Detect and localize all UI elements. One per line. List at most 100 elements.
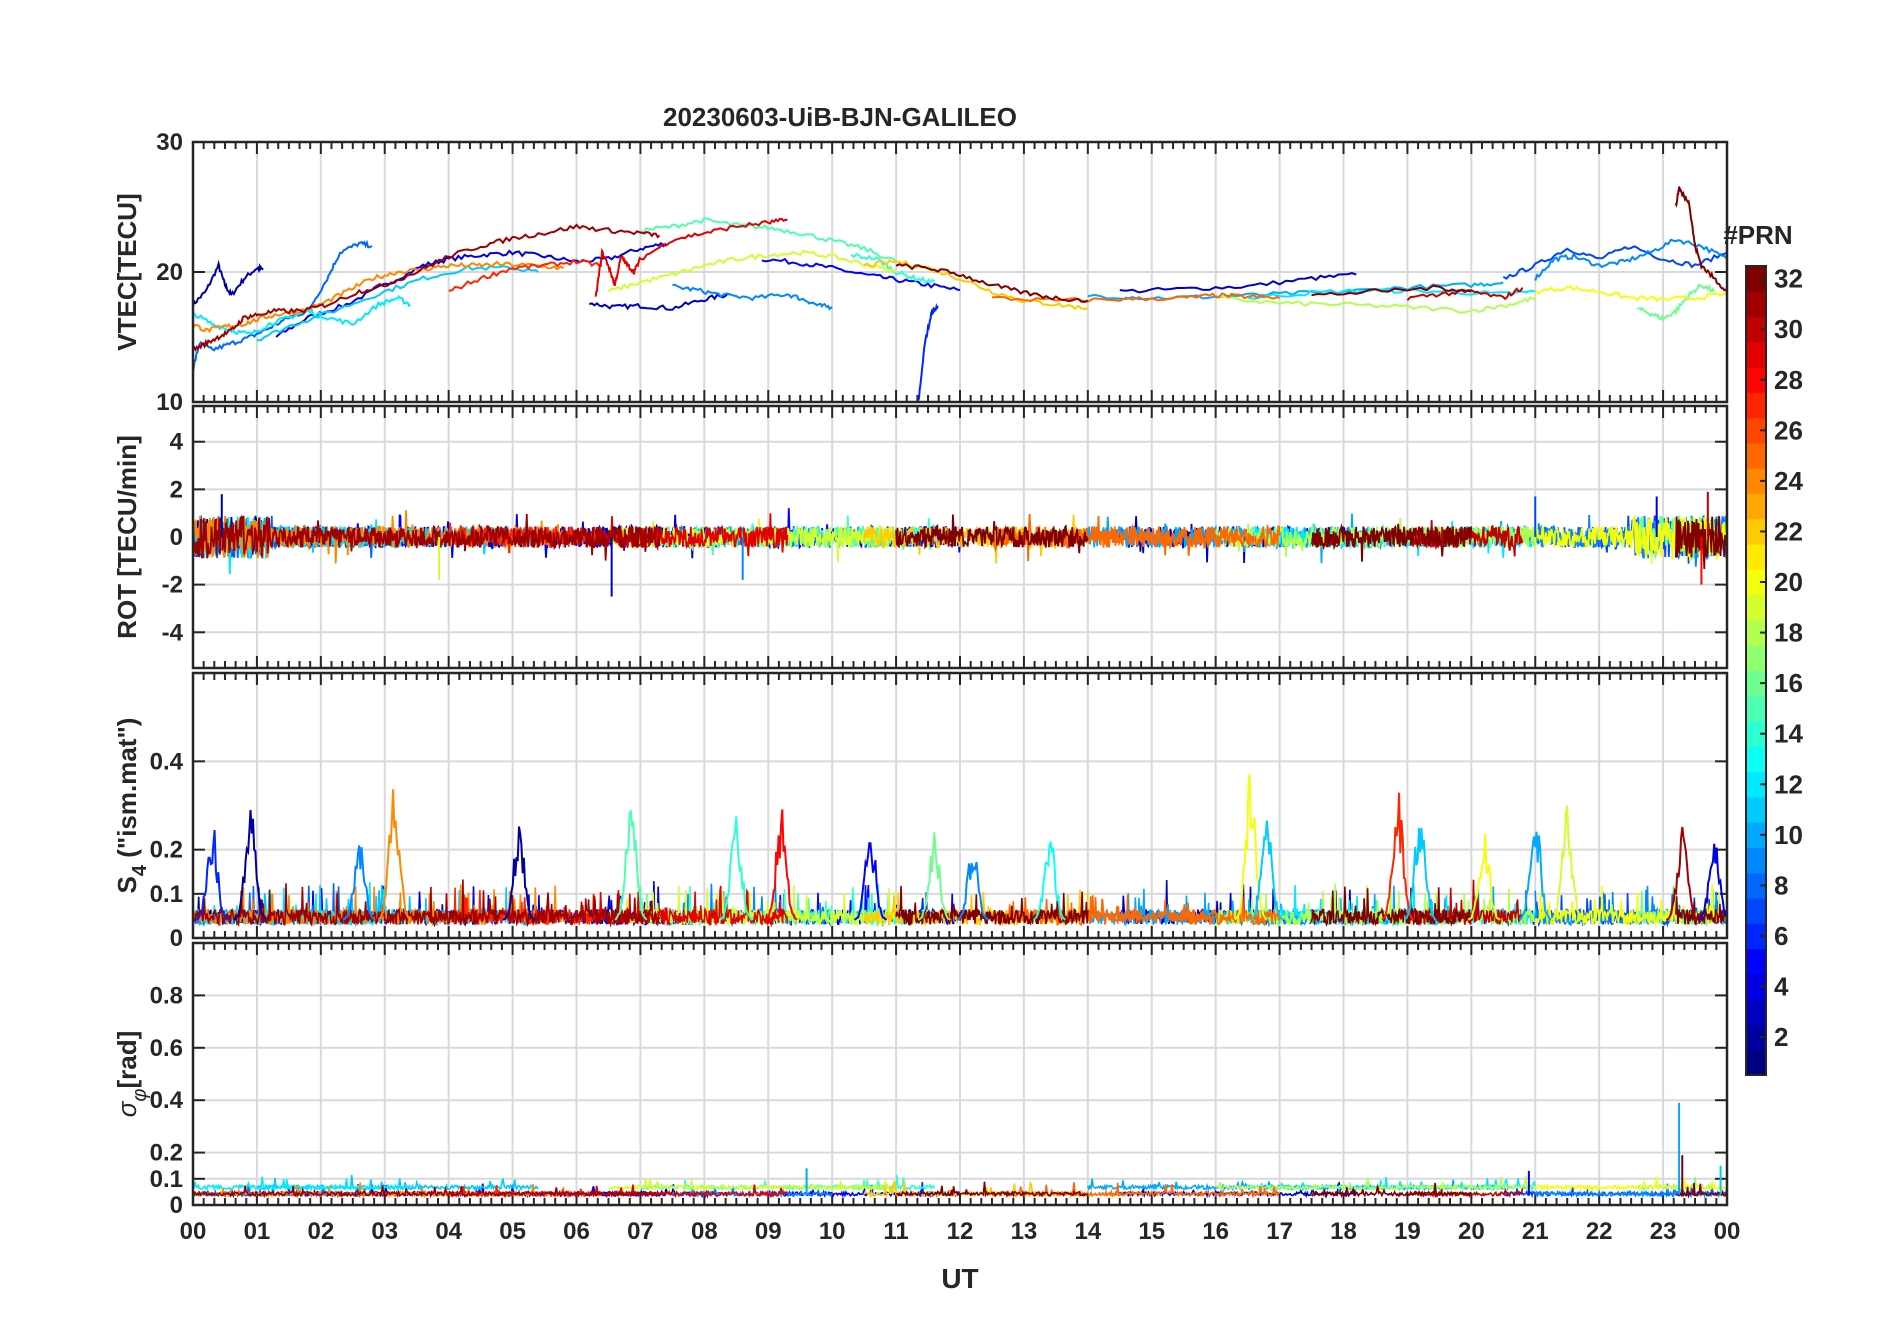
chart-title: 20230603-UiB-BJN-GALILEO	[663, 102, 1017, 132]
s4-burst-prn-2	[502, 826, 536, 921]
sigma-series-prn-31	[193, 1185, 660, 1199]
s4-series-prn-32	[1310, 886, 1472, 928]
colorbar-border	[1745, 265, 1767, 1076]
colorbar-tick-label: 10	[1774, 820, 1803, 850]
s4-series-prn-29	[640, 885, 789, 928]
rot-series-prn-32	[895, 514, 1089, 554]
s4-burst-prn-28	[764, 809, 798, 921]
vtec-series-prn-11	[256, 264, 539, 342]
colorbar-band	[1746, 291, 1766, 318]
x-tick-label: 13	[1011, 1218, 1038, 1245]
y-tick-label: 0	[170, 1192, 183, 1219]
colorbar-band	[1746, 266, 1766, 292]
colorbar-band	[1746, 594, 1766, 621]
vtec-series-prn-7	[1502, 245, 1727, 280]
x-tick-label: 19	[1394, 1218, 1421, 1245]
colorbar-tick-label: 2	[1774, 1022, 1788, 1052]
x-tick-label: 09	[755, 1218, 782, 1245]
rot-series-prn-31	[193, 513, 661, 561]
colorbar-tick-label: 24	[1774, 466, 1803, 496]
y-tick-label: 10	[156, 389, 183, 416]
colorbar-tick-label: 20	[1774, 567, 1803, 597]
x-tick-label: 04	[435, 1218, 462, 1245]
colorbar-band	[1746, 367, 1766, 393]
sigma-series-prn-11	[256, 1175, 539, 1192]
x-tick-label: 18	[1330, 1218, 1357, 1245]
sigma-series-prn-19	[608, 1178, 897, 1192]
y-tick-label: 0.2	[150, 837, 183, 864]
panel-border	[191, 404, 1729, 670]
vtec-series-prn-29	[640, 217, 788, 261]
colorbar-band	[1746, 695, 1766, 722]
x-tick-label: 16	[1202, 1218, 1229, 1245]
x-tick-label: 07	[627, 1218, 654, 1245]
s4-burst-prn-20	[1234, 774, 1268, 921]
s4-burst-prn-14	[719, 816, 753, 921]
y-tick-label: 0.1	[150, 1166, 183, 1193]
x-tick-label: 21	[1522, 1218, 1549, 1245]
vtec-series-prn-14	[850, 252, 936, 284]
s4-series-group	[193, 774, 1727, 928]
vtec-series-prn-31	[193, 223, 661, 352]
sigma-series-prn-18	[1215, 1176, 1537, 1192]
colorbar-band	[1746, 341, 1766, 368]
rot-series-prn-32	[1310, 523, 1473, 562]
colorbar-band	[1746, 417, 1766, 444]
colorbar-band	[1746, 847, 1766, 874]
colorbar-tick-label: 32	[1774, 264, 1803, 294]
x-axis-label: UT	[941, 1263, 978, 1294]
colorbar-band	[1746, 973, 1766, 1000]
s4-burst-prn-10	[1519, 831, 1552, 921]
colorbar-tick-label: 8	[1774, 870, 1788, 900]
colorbar-band	[1746, 771, 1766, 798]
s4-burst-prn-4	[1697, 843, 1727, 921]
colorbar-band	[1746, 1049, 1766, 1076]
colorbar-tick-label: 18	[1774, 618, 1803, 648]
s4-burst-prn-20	[1467, 833, 1501, 921]
sigma-series-group	[193, 1102, 1727, 1199]
colorbar-tick-label: 16	[1774, 668, 1803, 698]
colorbar-band	[1746, 872, 1766, 899]
x-tick-label: 20	[1458, 1218, 1485, 1245]
colorbar-band	[1746, 721, 1766, 747]
s4-burst-prn-19	[1550, 805, 1584, 921]
x-tick-label: 00	[180, 1218, 207, 1245]
x-tick-label: 23	[1650, 1218, 1677, 1245]
x-tick-label: 14	[1074, 1218, 1101, 1245]
vtec-series-prn-16	[1637, 283, 1716, 323]
panel-border	[191, 671, 1729, 940]
vtec-series-prn-27	[448, 258, 603, 292]
colorbar-band	[1746, 442, 1766, 469]
y-tick-label: -2	[162, 572, 183, 599]
x-tick-label: 17	[1266, 1218, 1293, 1245]
y-tick-label: 0.4	[150, 748, 184, 775]
colorbar-tick-label: 22	[1774, 516, 1803, 546]
s4-burst-prn-9	[956, 861, 990, 921]
x-tick-label: 02	[307, 1218, 334, 1245]
vtec-series-prn-32	[895, 263, 1089, 303]
x-tick-label: 03	[371, 1218, 398, 1245]
s4-series-prn-19	[607, 885, 897, 928]
s4-burst-prn-5	[854, 842, 888, 921]
colorbar-tick-label: 6	[1774, 921, 1788, 951]
colorbar-band	[1746, 898, 1766, 924]
s4-burst-prn-6	[195, 830, 229, 921]
y-tick-label: 0.2	[150, 1140, 183, 1167]
panel-rot: -4 -2 0 2 4 ROT [TECU/min]	[112, 404, 1729, 670]
colorbar-title: #PRN	[1723, 220, 1792, 250]
panel-sigma: 00.10.2 0.4 0.6 0.8 00 01 02 03 04 05 06 07 08 09 10 11…	[112, 941, 1740, 1245]
s4-burst-prn-31	[1665, 826, 1699, 921]
s4-burst-prn-13	[1032, 840, 1066, 921]
vtec-series-prn-25	[991, 292, 1280, 303]
panel-vtec: 10 20 30 VTEC[TECU]	[112, 129, 1729, 416]
colorbar-tick-label: 4	[1774, 972, 1789, 1002]
vtec-series-group	[193, 185, 1727, 401]
y-tick-label: 4	[170, 429, 184, 456]
sigma-series-prn-32	[1311, 1182, 1472, 1199]
s4-burst-prn-9	[342, 845, 376, 921]
colorbar-band	[1746, 619, 1766, 646]
x-tick-label: 06	[563, 1218, 590, 1245]
colorbar-band	[1746, 493, 1766, 520]
vtec-series-prn-32	[1674, 185, 1727, 293]
sigma-series-prn-32	[895, 1181, 1089, 1199]
